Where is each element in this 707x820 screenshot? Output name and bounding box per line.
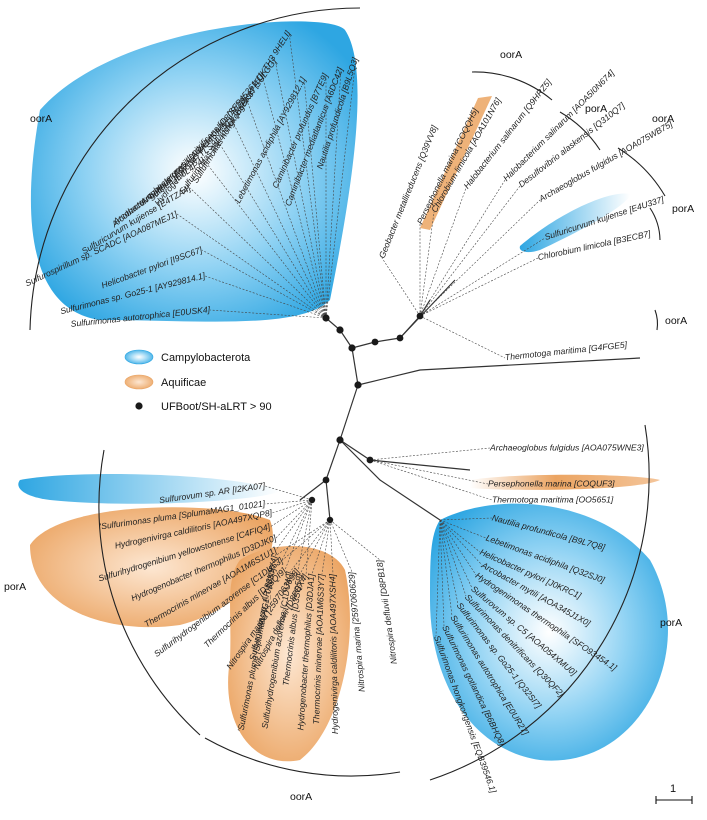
arc-oora-top-right-b — [617, 147, 666, 197]
clade-label-oora-mid-right: oorA — [665, 315, 687, 327]
clade-label-pora-top-right-b: porA — [672, 203, 694, 215]
legend-support-label: UFBoot/SH-aLRT > 90 — [161, 401, 272, 413]
clade-arcs — [29, 7, 666, 781]
leaf-branch — [274, 59, 327, 319]
tree-branches — [299, 279, 641, 521]
aquificae-shade-top-right — [420, 96, 492, 230]
leaf-branch — [369, 459, 489, 485]
leaf-branch — [305, 499, 313, 576]
arc-oora-mid-right — [654, 309, 659, 331]
leaf-branch — [439, 519, 487, 539]
clade-label-pora-bottom-left: porA — [4, 581, 26, 593]
leaf-branch — [329, 519, 381, 561]
leaf-branch — [419, 211, 435, 317]
legend-support-node — [135, 402, 143, 410]
clade-label-oora-bottom: oorA — [290, 791, 312, 803]
leaf-branch — [381, 257, 421, 317]
campylobacterota-shade-bottom-left — [18, 474, 281, 504]
leaf-label: Hydrogenivirga caldilitoris [AOA497XSH4] — [327, 573, 340, 734]
leaf-branch — [439, 519, 481, 553]
leaf-branch — [261, 74, 327, 319]
leaf-branch — [439, 519, 445, 627]
leaf-branch — [419, 187, 467, 317]
leaf-branch — [369, 447, 491, 461]
arc-pora-top-right-a — [559, 111, 601, 151]
leaf-branch — [269, 499, 313, 528]
leaf-branch — [303, 77, 327, 319]
leaf-branch — [419, 315, 506, 359]
aquificae-shade-mid-right — [470, 474, 660, 490]
scale-bar-label: 1 — [670, 783, 676, 795]
leaf-branch — [325, 57, 357, 319]
leaf-branch — [439, 517, 493, 521]
leaf-label: Persephonella marina [COQUF3] — [488, 478, 615, 488]
leaf-branch — [439, 519, 477, 576]
leaf-branch — [289, 519, 331, 573]
arc-oora-top-right-a — [471, 71, 553, 101]
clade-label-oora-top-right-a: oorA — [500, 49, 522, 61]
leaf-branch — [288, 31, 327, 319]
leaf-branch — [439, 519, 483, 566]
leaf-branch — [209, 309, 327, 319]
leaf-branch — [189, 187, 327, 319]
leaf-branch — [245, 97, 327, 319]
clade-label-oora-top-right-b: oorA — [652, 113, 674, 125]
leaf-branch — [284, 499, 313, 571]
leaf-branch — [176, 213, 327, 319]
legend-campylobacterota-swatch — [124, 349, 154, 365]
leaves-mid-right: Archaeoglobus fulgidus [AOA075WNE3] Perse… — [369, 442, 644, 504]
leaf-branch — [419, 199, 541, 317]
scale-bar: 1 — [655, 783, 693, 804]
campylobacterota-shade-bottom-right — [430, 503, 668, 761]
leaf-branch — [329, 519, 353, 573]
leaf-branch — [419, 179, 506, 317]
aquificae-shade-bottom — [228, 546, 350, 762]
leaf-branch — [439, 519, 473, 589]
leaf-branch — [231, 119, 327, 319]
leaf-branch — [439, 519, 467, 597]
legend-aquificae-swatch — [124, 374, 154, 390]
clade-label-pora-bottom-right: porA — [660, 617, 682, 629]
legend-aquificae-label: Aquificae — [161, 377, 206, 389]
clade-label-oora-top-left: oorA — [30, 113, 52, 125]
leaf-branch — [439, 519, 453, 617]
campylobacterota-shade-right — [519, 193, 631, 253]
leaf-branch — [435, 519, 441, 637]
leaf-branch — [419, 237, 546, 317]
legend: Campylobacterota Aquificae UFBoot/SH-aLR… — [124, 349, 272, 413]
leaf-branch — [275, 499, 313, 551]
arc-oora-top-left — [29, 7, 361, 331]
aquificae-shade-bottom-left — [30, 507, 273, 628]
leaf-branch — [203, 159, 327, 319]
leaf-branch — [419, 257, 539, 317]
leaf-label: Archaeoglobus fulgidus [AOA075WNE3] — [489, 442, 644, 452]
arc-oora-bottom — [204, 737, 401, 777]
leaf-label: Thermotoga maritima [OO5651] — [492, 494, 614, 504]
arc-pora-bottom-right — [429, 424, 650, 781]
leaf-branch — [275, 499, 313, 539]
arc-pora-top-right-b — [649, 207, 661, 241]
leaf-branch — [311, 519, 331, 575]
legend-campylobacterota-label: Campylobacterota — [161, 352, 251, 364]
leaf-branch — [299, 519, 331, 575]
leaf-branch — [274, 519, 331, 557]
leaf-label: Persephonella marina [COQQH5] — [415, 106, 480, 226]
clade-shading — [18, 21, 668, 762]
clade-label-pora-top-right-a: porA — [585, 103, 607, 115]
leaf-branch — [264, 499, 313, 505]
leaf-branch — [329, 519, 334, 575]
leaf-label: Thermotoga maritima [G4FGE5] — [504, 339, 628, 362]
arc-pora-bottom-left — [98, 449, 201, 736]
leaf-branch — [321, 519, 331, 575]
leaf-branch — [281, 499, 313, 561]
support-nodes — [308, 312, 424, 524]
leaf-branch — [201, 249, 327, 319]
leaf-branch — [264, 485, 313, 501]
leaf-label: Nitrospira defluvii [D8PB18] — [374, 559, 399, 665]
leaf-branch — [272, 519, 331, 569]
campylobacterota-shade-top-left — [30, 21, 358, 322]
